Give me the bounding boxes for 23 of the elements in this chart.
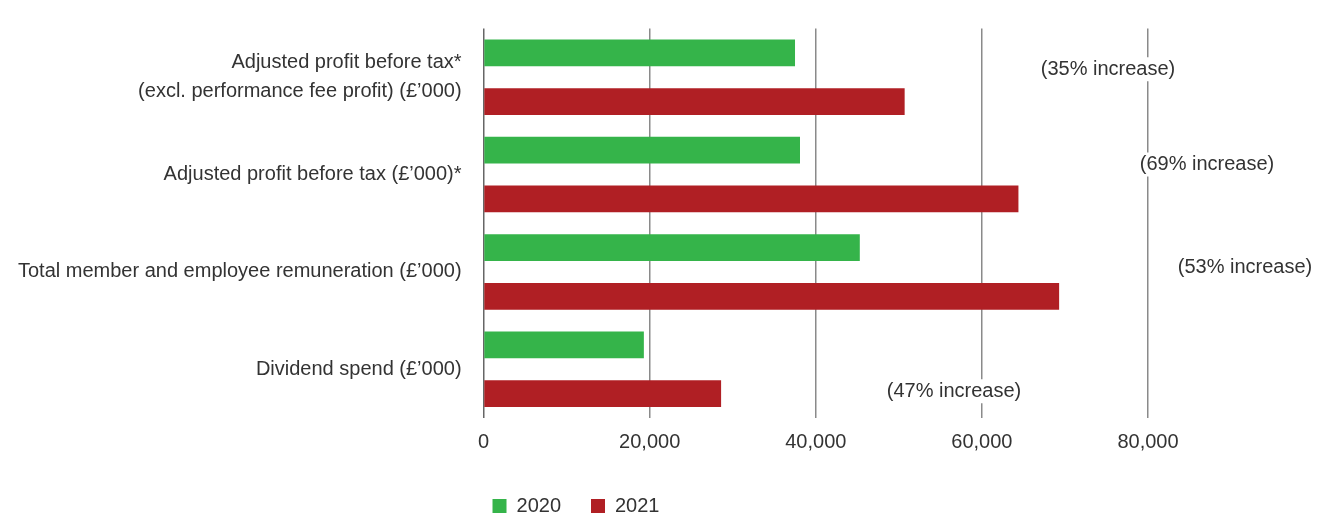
bar [484,380,722,408]
annotation: (69% increase) [1139,152,1275,175]
x-tick-label: 20,000 [619,429,681,452]
x-tick-label: 80,000 [1117,429,1179,452]
bar [484,88,905,115]
annotation: (35% increase) [1040,56,1176,79]
x-tick-label: 40,000 [785,429,847,452]
y-tick-label: Total member and employee remuneration (£’000) [17,259,462,282]
y-tick-label: Adjusted profit before tax* (excl. performance fee profit) (£’000) [138,50,462,102]
bar [484,282,1060,310]
x-tick-label: 60,000 [951,429,1013,452]
legend-label: 2020 [516,493,562,516]
text: (53% increase) [1177,255,1313,278]
y-tick-label: Dividend spend (£’000) [255,356,462,379]
bar [484,39,796,67]
legend-label: 2021 [615,493,660,516]
bar [484,136,800,164]
annotation: (47% increase) [886,378,1022,401]
bar [484,331,644,359]
x-tick-label: 0 [478,429,490,452]
bar [484,185,1019,213]
bar [484,234,860,261]
y-tick-label: Adjusted profit before tax (£’000)* [163,162,462,185]
